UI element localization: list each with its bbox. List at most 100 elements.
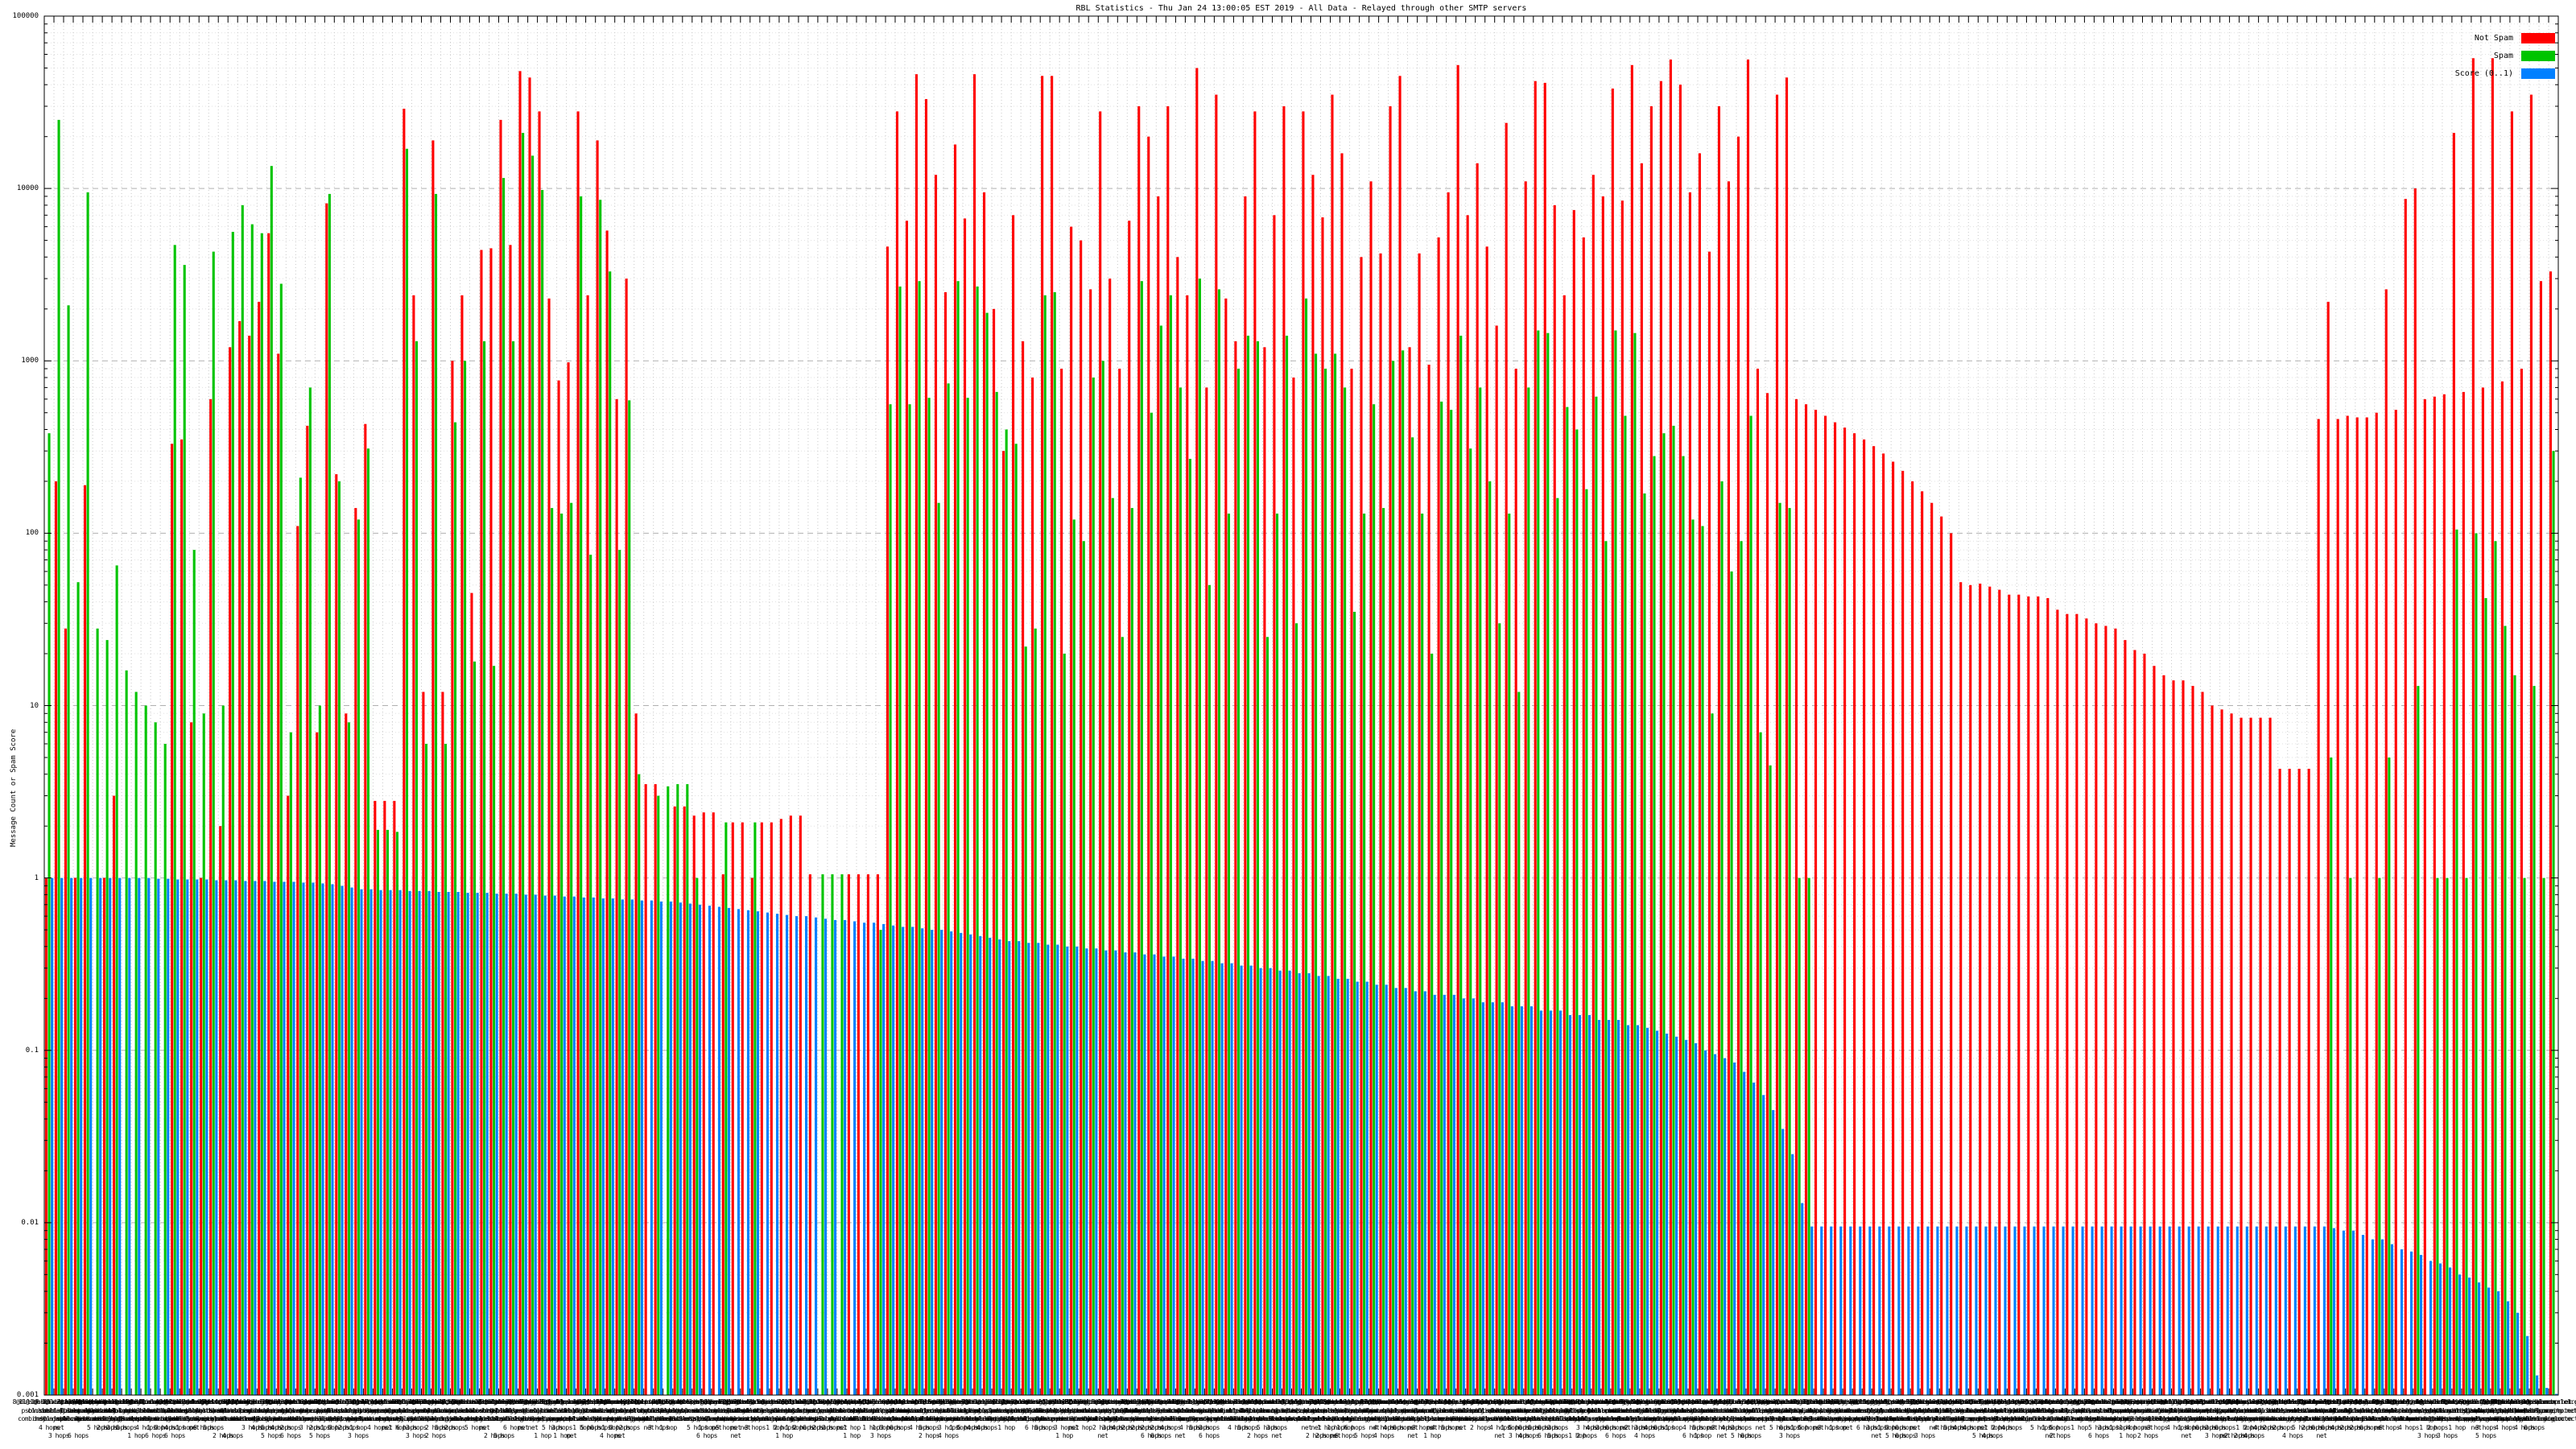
spam-bar [1517, 691, 1521, 1395]
score-bar [1743, 1071, 1746, 1395]
x-tick-label: 10@psbl.surriel.com dnsbl-1.uceprotect.n… [2380, 1398, 2457, 1422]
x-tick-label: 12@combined.njabl.org cbl.abuseat.org cb… [477, 1398, 551, 1431]
x-tick-label: 8@dnsbl.dronebl.org dnsbl.sorbs.net psbl… [808, 1398, 876, 1431]
score-bar [1336, 978, 1340, 1395]
spam-bar [1711, 713, 1714, 1395]
score-bar [2207, 1226, 2210, 1395]
not-spam-bar [238, 320, 242, 1395]
x-tick-label: 1@dyna.spamrats.com list.dsbl.org trunca… [1746, 1398, 1814, 1431]
not-spam-bar [1940, 516, 1943, 1395]
not-spam-bar [1736, 136, 1740, 1396]
score-bar [283, 881, 286, 1395]
score-bar [1917, 1226, 1920, 1395]
score-bar [1095, 948, 1098, 1395]
spam-bar [1198, 279, 1201, 1396]
spam-bar [551, 508, 554, 1395]
x-tick-label: 6@b.barracudacentral.org dul.dnsbl.sorbs… [1564, 1398, 1648, 1431]
x-tick-label: 3@cbl.abuseat.org sbl-xbl.spamhaus.org t… [217, 1398, 287, 1431]
spam-bar [570, 502, 573, 1396]
score-bar [398, 890, 402, 1395]
x-tick-label: 1@psbl.surriel.com dnsbl.dronebl.org com… [1633, 1398, 1695, 1431]
spam-bar [1344, 387, 1347, 1395]
score-bar [524, 894, 527, 1395]
spam-bar [47, 433, 51, 1396]
score-bar [1549, 1010, 1552, 1395]
not-spam-bar [1707, 251, 1711, 1396]
score-bar [1888, 1226, 1891, 1395]
score-bar [2516, 1312, 2520, 1395]
x-tick-label: 1@b.barracudacentral.org dul.dnsbl.sorbs… [1912, 1398, 1996, 1431]
score-bar [621, 899, 624, 1395]
x-tick-label: 8@cbl.abuseat.org dnsbl.dronebl.org dul.… [654, 1398, 721, 1422]
spam-bars-layer [47, 119, 2555, 1396]
score-bar [1675, 1036, 1678, 1395]
spam-bar [1459, 336, 1463, 1395]
spam-bar [76, 582, 80, 1395]
legend-label: Not Spam [2474, 33, 2513, 43]
not-spam-bar [1340, 153, 1344, 1395]
score-bar [2545, 1388, 2549, 1395]
not-spam-bar [1727, 181, 1731, 1395]
not-spam-bar [1041, 76, 1044, 1395]
x-tick-label: 6@list.dsbl.org pbl.spamhaus.org dyna.sp… [193, 1398, 253, 1439]
x-tick-label: 12@dnsbl-1.uceprotect.net combined.njabl… [228, 1398, 315, 1439]
x-tick-marks [43, 16, 2559, 1395]
not-spam-bar [1031, 378, 1034, 1395]
not-spam-bar [518, 71, 522, 1395]
score-bar [582, 897, 585, 1395]
score-bar [2100, 1226, 2103, 1395]
spam-bar [192, 550, 196, 1395]
not-spam-bar [1794, 398, 1798, 1395]
x-tick-label: 5@zen.spamhaus.org bl.spamcop.net cbl.ab… [201, 1398, 264, 1439]
score-bar [1124, 952, 1127, 1395]
x-tick-label: 1@b.barracudacentral.org dnsbl.dronebl.o… [723, 1398, 807, 1422]
x-tick-label: 2@cbl.abuseat.org list.dsbl.org psbl.sur… [474, 1398, 534, 1439]
score-bar [2071, 1226, 2074, 1395]
not-spam-bar [644, 784, 647, 1395]
legend-label: Score (0..1) [2454, 68, 2513, 78]
score-bar [466, 893, 469, 1395]
spam-bar [1236, 369, 1241, 1395]
not-spam-bar [2095, 623, 2098, 1395]
not-spam-bar [383, 800, 386, 1395]
spam-bar [1188, 459, 1191, 1395]
spam-bar [415, 341, 419, 1395]
score-bar [1984, 1226, 1988, 1395]
not-spam-bar [654, 784, 657, 1395]
score-bar [1385, 985, 1388, 1395]
spam-bar [202, 713, 205, 1395]
x-tick-label: 3@truncate.gbudb.net zen.spamhaus.org li… [1310, 1398, 1381, 1439]
not-spam-bar [1070, 226, 1073, 1396]
score-bar [2052, 1226, 2055, 1395]
not-spam-bar [1959, 582, 1963, 1395]
x-tick-label: 2@dnsbl-1.uceprotect.net list.dsbl.org b… [520, 1398, 604, 1439]
not-spam-bar [1447, 192, 1450, 1395]
x-tick-label: 5@truncate.gbudb.net sbl-xbl.spamhaus.or… [2044, 1398, 2115, 1431]
score-bar [379, 890, 382, 1395]
not-spam-bar [2394, 410, 2397, 1396]
score-bar [89, 877, 93, 1395]
x-tick-label: 9@psbl.surriel.com sbl-xbl.spamhaus.org … [1928, 1398, 1999, 1431]
score-bar [1452, 994, 1455, 1395]
not-spam-bar [1099, 111, 1102, 1395]
not-spam-bar [200, 877, 203, 1395]
x-tick-label: 9@b.barracudacentral.org dul.dnsbl.sorbs… [2222, 1398, 2306, 1431]
not-spam-bar [1505, 122, 1508, 1396]
score-bar [1859, 1226, 1862, 1395]
spam-bar [1275, 514, 1279, 1395]
score-bar [785, 914, 789, 1395]
not-spam-bar [180, 439, 184, 1395]
x-tick-label: 5@cbl.abuseat.org list.dsbl.org b.barrac… [919, 1398, 997, 1431]
not-spam-bar [1379, 253, 1382, 1395]
score-bar [766, 912, 770, 1395]
x-tick-label: 3@combined.njabl.org truncate.gbudb.net … [2296, 1398, 2367, 1431]
not-spam-bar [1843, 427, 1847, 1396]
not-spam-bar [2268, 717, 2272, 1395]
score-bar [292, 881, 295, 1395]
not-spam-bar [431, 140, 435, 1395]
spam-bar [1101, 361, 1104, 1396]
score-bar [1356, 981, 1359, 1395]
spam-bar [1614, 330, 1617, 1395]
not-spam-bar [673, 806, 676, 1395]
not-spam-bar [953, 144, 957, 1395]
